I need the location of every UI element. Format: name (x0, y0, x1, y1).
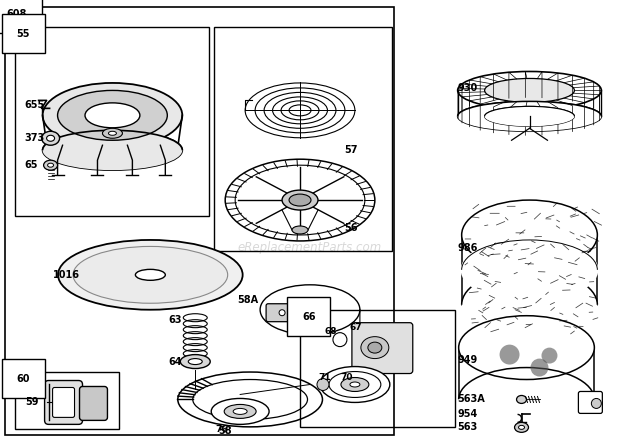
Text: 60: 60 (17, 374, 30, 384)
Ellipse shape (485, 106, 574, 126)
Ellipse shape (458, 71, 601, 109)
Text: 65: 65 (25, 160, 38, 170)
Ellipse shape (135, 269, 166, 281)
FancyBboxPatch shape (352, 323, 413, 374)
Text: 608: 608 (7, 8, 27, 19)
Ellipse shape (292, 226, 308, 234)
Text: 55: 55 (17, 29, 30, 39)
Ellipse shape (341, 377, 369, 392)
FancyBboxPatch shape (53, 388, 74, 417)
Circle shape (500, 345, 520, 364)
Ellipse shape (458, 101, 601, 131)
Text: 954: 954 (458, 409, 478, 419)
Circle shape (279, 310, 285, 316)
Ellipse shape (282, 190, 318, 210)
Text: 57: 57 (344, 145, 357, 155)
Ellipse shape (43, 83, 182, 148)
Text: 67: 67 (350, 323, 363, 332)
Text: 59: 59 (25, 397, 39, 408)
Ellipse shape (233, 409, 247, 414)
Ellipse shape (459, 316, 595, 380)
Text: 63: 63 (168, 315, 182, 325)
Text: 71: 71 (318, 373, 330, 382)
Ellipse shape (515, 422, 528, 432)
Ellipse shape (43, 130, 182, 170)
Ellipse shape (462, 200, 597, 270)
Ellipse shape (518, 425, 525, 429)
Ellipse shape (180, 355, 210, 368)
Text: 58A: 58A (237, 295, 259, 305)
Ellipse shape (102, 128, 122, 138)
Ellipse shape (211, 398, 269, 425)
Ellipse shape (461, 238, 598, 302)
Ellipse shape (485, 106, 574, 126)
Ellipse shape (108, 131, 117, 135)
Ellipse shape (350, 382, 360, 387)
Text: 930: 930 (458, 83, 478, 93)
Circle shape (541, 347, 557, 363)
Text: 66: 66 (302, 312, 316, 322)
Ellipse shape (225, 159, 375, 241)
Ellipse shape (516, 396, 526, 404)
Text: eReplacementParts.com: eReplacementParts.com (238, 241, 382, 254)
Ellipse shape (188, 359, 202, 364)
Bar (462, 235, 597, 305)
Ellipse shape (58, 91, 167, 140)
Circle shape (531, 359, 549, 376)
Text: 56: 56 (344, 223, 357, 233)
Ellipse shape (320, 367, 390, 402)
Ellipse shape (368, 342, 382, 353)
Text: 1016: 1016 (53, 270, 79, 280)
Ellipse shape (43, 130, 182, 170)
Circle shape (333, 333, 347, 347)
Text: 655: 655 (25, 100, 45, 110)
Ellipse shape (485, 78, 574, 103)
Circle shape (591, 398, 601, 409)
Ellipse shape (462, 271, 597, 339)
Bar (459, 347, 595, 400)
Ellipse shape (458, 101, 601, 131)
FancyBboxPatch shape (45, 380, 82, 425)
Text: 986: 986 (458, 243, 478, 253)
Ellipse shape (73, 247, 228, 303)
Ellipse shape (48, 163, 53, 167)
Text: 58: 58 (218, 426, 232, 436)
Text: 563A: 563A (458, 394, 485, 405)
Text: 68: 68 (325, 327, 337, 336)
Ellipse shape (85, 103, 140, 128)
Text: 373: 373 (25, 133, 45, 143)
Ellipse shape (224, 405, 256, 418)
Ellipse shape (361, 337, 389, 359)
Ellipse shape (42, 131, 60, 145)
FancyBboxPatch shape (79, 387, 107, 421)
Text: 76: 76 (215, 425, 228, 434)
FancyBboxPatch shape (266, 304, 298, 322)
Circle shape (317, 379, 329, 391)
Ellipse shape (46, 135, 55, 141)
FancyBboxPatch shape (578, 392, 603, 413)
Text: 70: 70 (340, 373, 352, 382)
Ellipse shape (58, 240, 242, 310)
Ellipse shape (43, 160, 58, 170)
Text: 64: 64 (168, 356, 182, 367)
Ellipse shape (459, 368, 595, 431)
Text: 949: 949 (458, 355, 478, 364)
Text: 563: 563 (458, 422, 478, 432)
Ellipse shape (289, 194, 311, 206)
